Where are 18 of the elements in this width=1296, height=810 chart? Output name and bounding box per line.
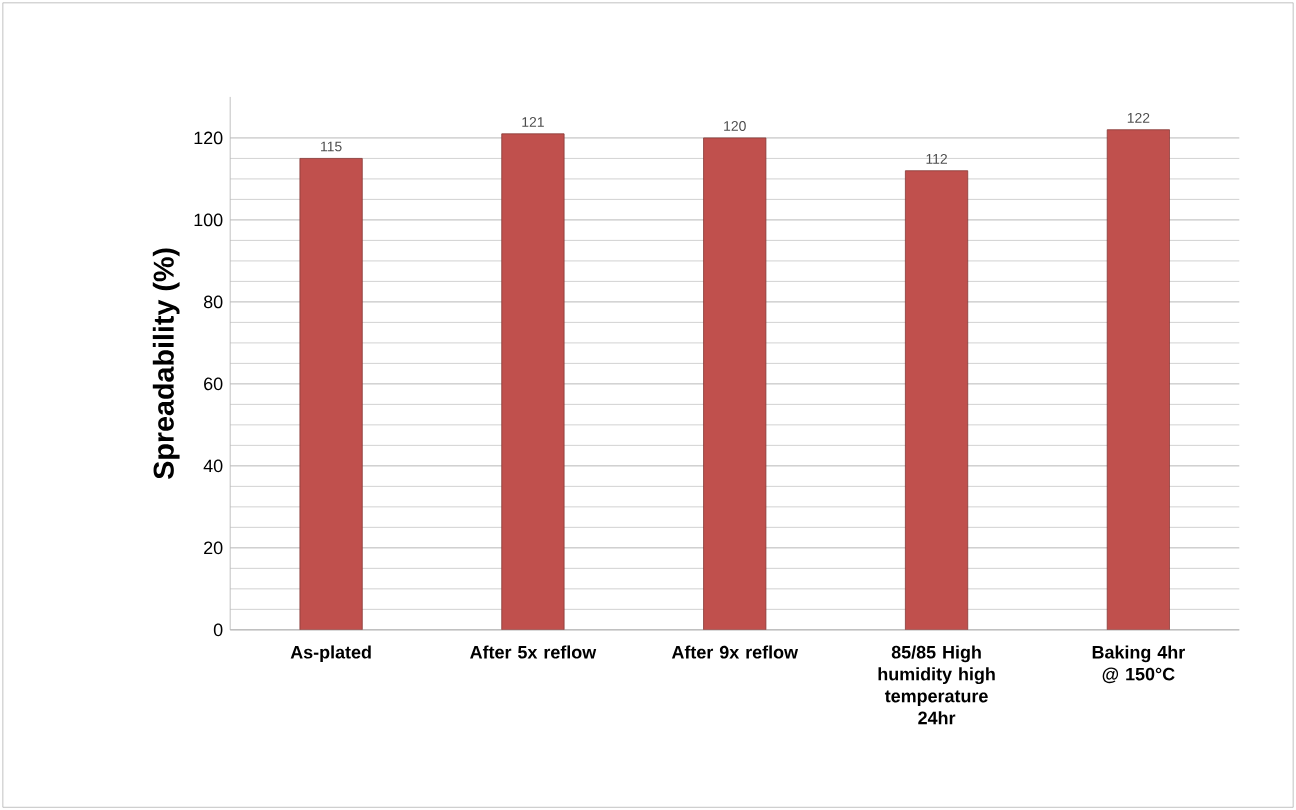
bar — [904, 170, 969, 630]
bar — [703, 137, 767, 630]
bar — [501, 133, 565, 630]
x-tick-label: After 5x reflow — [470, 645, 597, 659]
bar — [1106, 129, 1170, 630]
x-tick-label: Baking 4hr @ 150°C — [1092, 645, 1185, 684]
y-tick-label: 120 — [194, 131, 223, 145]
y-tick-label: 80 — [203, 295, 223, 309]
bar — [299, 157, 363, 630]
y-tick-label: 40 — [203, 459, 223, 473]
x-tick-label: 85/85 High humidity high temperature 24hr — [878, 645, 995, 725]
x-tick-label: As-plated — [290, 645, 371, 663]
y-tick-label: 20 — [204, 541, 223, 555]
y-axis-title: Spreadability (%) — [152, 248, 180, 479]
x-tick-label: After 9x reflow — [671, 645, 799, 659]
y-tick-label: 60 — [204, 377, 223, 391]
y-tick-label: 100 — [194, 213, 223, 227]
y-tick-label: 0 — [213, 623, 223, 637]
